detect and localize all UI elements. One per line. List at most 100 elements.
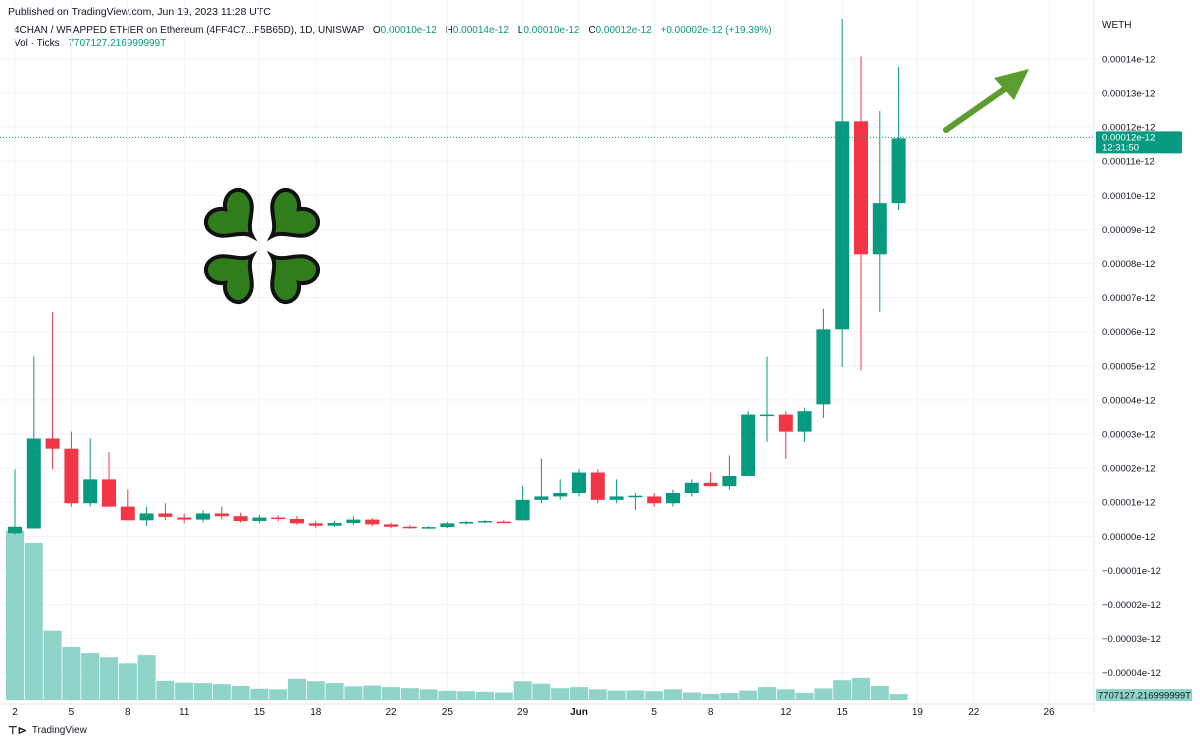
y-tick-label: 0.00008e-12 — [1102, 259, 1155, 270]
volume-bar — [588, 689, 607, 700]
volume-bar — [344, 686, 363, 700]
x-tick-label: 19 — [912, 707, 924, 718]
footer-brand-text: TradingView — [31, 725, 87, 736]
candle — [64, 431, 79, 507]
volume-bar — [833, 680, 852, 700]
volume-bar — [795, 692, 814, 700]
y-tick-label: 0.00006e-12 — [1102, 327, 1155, 338]
candle — [83, 438, 98, 507]
volume-bar — [156, 680, 175, 700]
volume-bar — [607, 690, 626, 700]
y-tick-label: 0.00009e-12 — [1102, 225, 1155, 236]
candle — [421, 526, 436, 529]
volume-indicator-value: 7707127.216999999T — [68, 38, 167, 49]
x-tick-label: 25 — [442, 707, 454, 718]
candle — [365, 517, 380, 527]
volume-bar — [532, 683, 551, 700]
volume-bars — [6, 530, 908, 700]
last-price-label: 0.00012e-12 — [1102, 132, 1155, 143]
volume-bar — [626, 690, 645, 700]
low-label: L — [517, 25, 524, 36]
candle — [797, 407, 812, 442]
x-tick-label: 2 — [12, 707, 18, 718]
volume-bar — [269, 689, 288, 700]
high-label: H — [445, 25, 453, 36]
uptrend-arrow-icon — [943, 69, 1029, 133]
candle — [102, 452, 116, 507]
y-tick-label: 0.00005e-12 — [1102, 361, 1155, 372]
candlesticks — [8, 19, 906, 535]
volume-bar — [24, 542, 43, 700]
candle — [854, 56, 868, 371]
volume-bar — [6, 530, 24, 700]
candle — [478, 519, 492, 524]
candle — [290, 515, 304, 525]
volume-value-label: 7707127.216999999T — [1098, 691, 1191, 702]
y-tick-label: −0.00003e-12 — [1102, 634, 1161, 645]
symbol-title[interactable]: 4CHAN / WRAPPED ETHER on Ethereum (4FF4C… — [14, 25, 365, 36]
x-tick-label: 12 — [780, 707, 792, 718]
y-tick-label: 0.00012e-12 — [1102, 123, 1155, 134]
price-axis: WETH0.00014e-120.00013e-120.00012e-120.0… — [1096, 20, 1192, 702]
volume-bar — [118, 663, 137, 700]
time-axis: 2 5 8 11 15 18 22 25 29 Jun 5 8 12 15 19 22 26 — [12, 707, 1055, 718]
candle — [402, 525, 417, 529]
volume-bar — [306, 681, 325, 700]
candle — [26, 356, 41, 529]
candle — [158, 503, 173, 521]
candle — [214, 506, 229, 520]
candle — [384, 522, 398, 529]
close-label: C — [588, 25, 596, 36]
volume-bar — [250, 688, 269, 700]
candle — [327, 520, 342, 528]
y-tick-label: 0.00002e-12 — [1102, 464, 1155, 475]
candle — [891, 66, 906, 210]
candle — [440, 521, 455, 529]
candle — [515, 485, 530, 521]
y-tick-label: 0.00004e-12 — [1102, 395, 1155, 406]
candle — [647, 493, 662, 507]
x-tick-label: 26 — [1043, 707, 1055, 718]
volume-bar — [814, 688, 833, 700]
volume-bar — [438, 690, 457, 700]
candle — [534, 458, 549, 504]
candle — [835, 19, 850, 367]
volume-bar — [288, 678, 306, 700]
y-tick-label: 0.00011e-12 — [1102, 157, 1155, 168]
low-value: 0.00010e-12 — [523, 25, 580, 36]
volume-bar — [400, 688, 419, 700]
x-tick-label: 15 — [254, 707, 266, 718]
volume-bar — [720, 693, 739, 700]
candle — [139, 506, 154, 527]
clover-leaf-icon — [266, 250, 320, 304]
volume-bar — [325, 683, 344, 700]
candle — [8, 469, 22, 535]
y-tick-label: 0.00000e-12 — [1102, 532, 1155, 543]
volume-bar — [457, 691, 476, 700]
volume-bar — [43, 630, 62, 700]
candle — [703, 472, 718, 487]
candle — [177, 513, 192, 524]
volume-bar — [382, 687, 400, 700]
four-leaf-clover-logo — [204, 188, 320, 304]
open-value: 0.00010e-12 — [380, 25, 437, 36]
x-tick-label: 8 — [125, 707, 131, 718]
y-tick-label: 0.00010e-12 — [1102, 191, 1155, 202]
candle — [816, 308, 831, 418]
volume-bar — [100, 657, 118, 700]
volume-indicator-label[interactable]: Vol · Ticks — [14, 38, 60, 49]
clover-leaf-icon — [204, 250, 258, 304]
candle — [609, 479, 624, 504]
x-tick-label: 11 — [179, 707, 190, 718]
candle — [459, 520, 474, 525]
clover-leaf-icon — [266, 188, 320, 242]
open-label: O — [372, 25, 381, 36]
volume-bar — [570, 687, 588, 700]
candle — [590, 469, 605, 504]
footer-brand[interactable]: ⊤⊳ TradingView — [8, 724, 87, 737]
volume-value-badge — [1096, 689, 1192, 701]
candle — [684, 479, 699, 497]
volume-bar — [551, 688, 570, 700]
volume-bar — [231, 685, 250, 700]
